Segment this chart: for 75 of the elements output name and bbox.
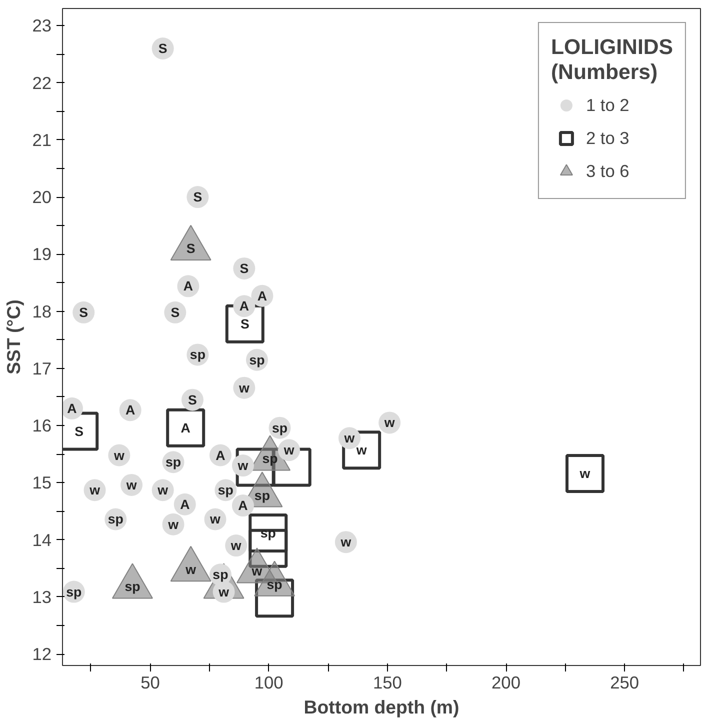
legend-label: 3 to 6 [586,160,630,182]
data-label: S [170,304,180,320]
data-label: A [216,448,226,463]
legend-label: 1 to 2 [586,94,630,116]
data-label: A [180,496,190,512]
data-label: sp [190,347,206,362]
data-label: A [180,420,191,436]
data-label: w [184,562,197,578]
data-label: w [343,430,356,446]
point [248,513,288,552]
x-tick-label: 250 [610,672,640,692]
x-tick-label: 200 [492,672,520,692]
data-label: S [158,40,168,56]
data-label: w [282,442,295,458]
point [248,528,288,568]
data-label: w [250,564,263,579]
data-label: sp [249,352,265,368]
y-tick-label: 16 [32,416,52,436]
data-label: w [156,482,169,498]
data-label: sp [272,420,288,436]
data-label: w [238,380,250,396]
y-tick-label: 18 [32,301,52,322]
y-tick-label: 17 [32,358,52,378]
data-label: A [126,402,136,418]
data-label: w [383,415,396,430]
y-tick-label: 23 [32,16,52,36]
data-label: w [113,448,125,463]
data-label: sp [266,576,282,592]
x-tick-label: 100 [254,672,284,692]
legend-label: 2 to 3 [586,128,630,148]
data-label: w [340,534,352,550]
x-tick-label: 150 [372,672,402,692]
y-tick-label: 13 [32,586,52,607]
y-tick-label: 15 [32,472,52,493]
data-label: w [578,466,591,482]
data-label: sp [108,512,124,527]
data-label: sp [66,584,82,600]
data-label: w [218,584,230,600]
data-label: S [74,424,84,439]
data-label: sp [165,454,182,470]
legend-title: LOLIGINIDS (Numbers) [550,35,673,85]
x-axis-title: Bottom depth (m) [304,696,460,718]
y-axis-title: SST (°C) [3,300,24,374]
point [342,430,382,470]
data-label: w [209,512,222,527]
data-label: S [186,240,196,256]
point [565,454,604,494]
data-label: S [79,304,88,320]
y-tick-label: 19 [32,244,52,264]
data-label: sp [254,488,270,503]
data-label: A [239,298,250,314]
data-label: sp [218,482,234,498]
y-tick-label: 20 [32,187,52,208]
y-tick-label: 22 [32,72,52,93]
data-label: w [125,477,138,492]
data-label: A [67,400,78,416]
y-tick-label: 14 [32,530,52,550]
data-label: w [236,458,249,474]
data-label: sp [212,567,228,582]
data-label: sp [124,579,140,594]
data-label: S [188,392,198,408]
data-label: w [355,442,368,458]
data-label: S [240,316,250,332]
y-tick-label: 21 [32,130,52,150]
x-tick-label: 50 [140,672,160,692]
data-label: w [88,482,101,498]
data-label: A [257,288,268,304]
data-label: A [183,278,194,294]
data-label: w [167,516,180,532]
data-label: w [230,538,242,554]
data-label: A [238,498,248,514]
y-tick-label: 12 [32,644,52,664]
data-label: S [240,260,249,276]
point [166,408,206,448]
data-label: S [193,190,202,205]
